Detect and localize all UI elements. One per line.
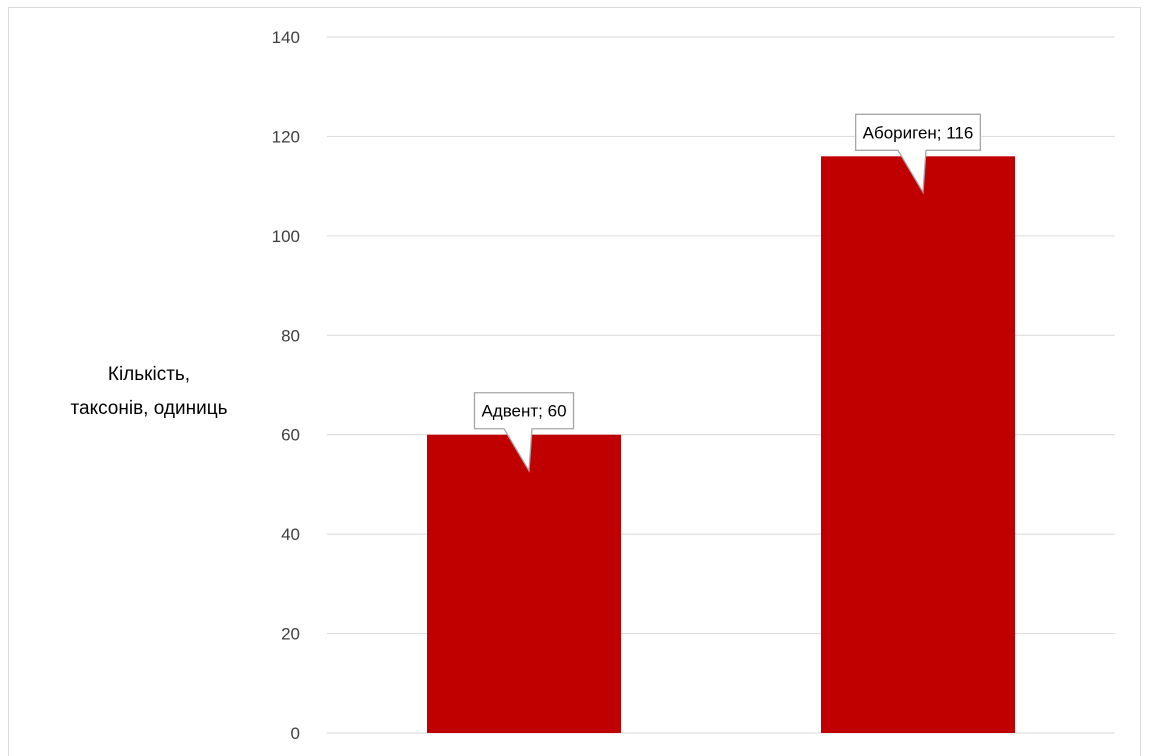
y-tick-label: 80: [281, 326, 300, 345]
data-label-callout: Адвент; 60: [473, 392, 575, 473]
data-labels: Адвент; 60 Абориген; 116: [473, 113, 982, 473]
y-tick-label: 140: [272, 28, 300, 47]
bars: [427, 156, 1015, 734]
y-tick-label: 40: [281, 525, 300, 544]
y-tick-label: 120: [272, 127, 300, 146]
data-label: Абориген; 116: [863, 123, 974, 142]
bar-aborigine: [821, 156, 1015, 734]
y-tick-label: 20: [281, 625, 300, 644]
bar-advent: [427, 434, 621, 733]
y-tick-label: 60: [281, 426, 300, 445]
y-tick-label: 0: [291, 724, 300, 743]
y-axis-title-line-1: Кількість,: [108, 364, 190, 385]
y-tick-label: 100: [272, 227, 300, 246]
data-label-callout: Абориген; 116: [854, 113, 982, 195]
y-axis-title-line-2: таксонів, одиниць: [71, 398, 228, 419]
data-label: Адвент; 60: [481, 402, 566, 421]
y-axis-ticks: 0 20 40 60 80 100 120 140: [272, 28, 300, 743]
